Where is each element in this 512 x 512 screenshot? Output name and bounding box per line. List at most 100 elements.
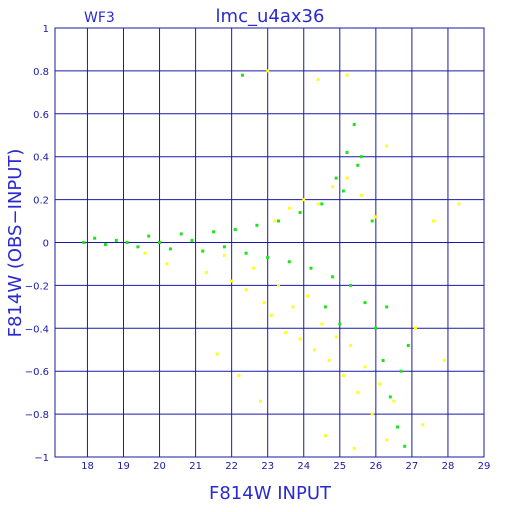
data-point	[255, 223, 259, 227]
data-point	[349, 283, 353, 287]
y-tick-label: 0.8	[33, 67, 49, 78]
y-tick-label: −0.8	[25, 410, 49, 421]
y-tick-label: −1	[34, 453, 49, 464]
x-tick-label: 22	[225, 461, 238, 472]
data-point	[277, 283, 280, 287]
data-point	[222, 245, 226, 249]
data-point	[298, 337, 302, 341]
data-point	[320, 322, 324, 326]
data-point	[334, 335, 338, 339]
data-point	[158, 241, 161, 244]
data-point	[363, 301, 367, 305]
series-yellow	[143, 69, 461, 450]
data-point	[201, 249, 205, 253]
data-point	[406, 344, 410, 347]
data-point	[421, 423, 425, 427]
x-tick-label: 25	[333, 461, 346, 472]
data-point	[104, 243, 107, 247]
data-point	[298, 211, 302, 214]
data-point	[442, 359, 446, 362]
data-point	[359, 193, 363, 197]
data-point	[374, 215, 378, 219]
data-point	[327, 359, 331, 362]
x-tick-label: 21	[189, 461, 202, 472]
data-point	[352, 446, 356, 450]
data-point	[244, 288, 248, 292]
data-point	[287, 206, 291, 210]
data-point	[385, 305, 389, 309]
x-tick-label: 20	[153, 461, 166, 472]
x-tick-label: 27	[406, 461, 419, 472]
data-point	[284, 331, 288, 335]
y-axis-label: F814W (OBS−INPUT)	[5, 149, 26, 338]
data-point	[338, 322, 342, 326]
data-point	[399, 369, 403, 373]
x-tick-label: 29	[478, 461, 491, 472]
data-point	[93, 236, 97, 240]
data-point	[392, 399, 396, 403]
data-point	[222, 253, 226, 257]
data-point	[323, 305, 327, 309]
data-point	[241, 73, 244, 77]
data-point	[114, 238, 118, 242]
data-point	[143, 251, 147, 255]
data-points	[82, 69, 461, 450]
data-point	[302, 198, 306, 202]
data-point	[266, 256, 270, 259]
data-point	[432, 219, 435, 223]
data-point	[204, 271, 208, 274]
y-tick-label: 0.2	[33, 196, 49, 207]
data-point	[345, 176, 349, 180]
data-point	[341, 374, 345, 377]
data-point	[378, 382, 381, 386]
data-point	[230, 279, 234, 283]
data-point	[273, 219, 277, 223]
data-point	[168, 247, 172, 251]
data-point	[385, 144, 389, 148]
x-tick-label: 18	[81, 461, 94, 472]
data-point	[341, 189, 345, 193]
data-point	[363, 365, 367, 369]
data-point	[309, 266, 313, 270]
data-point	[345, 150, 349, 154]
data-point	[125, 241, 129, 244]
data-point	[305, 294, 309, 298]
data-point	[388, 395, 392, 399]
chart-title: lmc_u4ax36	[216, 6, 325, 27]
data-point	[349, 344, 353, 347]
data-point	[457, 202, 461, 206]
data-point	[313, 348, 317, 352]
y-tick-label: 0.6	[33, 110, 49, 121]
x-tick-label: 26	[369, 461, 382, 472]
data-point	[316, 78, 320, 81]
data-point	[215, 352, 219, 356]
y-tick-label: −0.6	[25, 367, 49, 378]
data-point	[259, 399, 262, 403]
data-point	[244, 251, 248, 255]
data-point	[345, 73, 349, 77]
data-point	[374, 326, 378, 330]
data-point	[277, 219, 280, 223]
x-axis-label: F814W INPUT	[209, 483, 332, 504]
data-point	[352, 123, 356, 126]
plot-frame	[54, 27, 485, 458]
data-point	[237, 374, 241, 377]
y-tick-label: −0.2	[25, 281, 49, 292]
data-point	[136, 245, 140, 249]
data-point	[396, 425, 399, 429]
data-point	[291, 305, 295, 309]
x-tick-label: 23	[261, 461, 274, 472]
tick-labels: 18 19 20 21 22 23 24 25 26 27 28 29 1 0.8 0.6 0.4 0.2 0 −0…	[25, 24, 491, 472]
data-point	[370, 219, 374, 223]
data-point	[403, 444, 407, 448]
data-point	[370, 412, 374, 416]
grid	[55, 28, 484, 457]
data-point	[356, 163, 360, 167]
data-point	[320, 202, 324, 206]
y-tick-label: 0.4	[33, 153, 49, 164]
x-tick-label: 28	[442, 461, 455, 472]
data-point	[165, 262, 169, 266]
data-point	[316, 202, 320, 206]
data-point	[269, 313, 273, 317]
